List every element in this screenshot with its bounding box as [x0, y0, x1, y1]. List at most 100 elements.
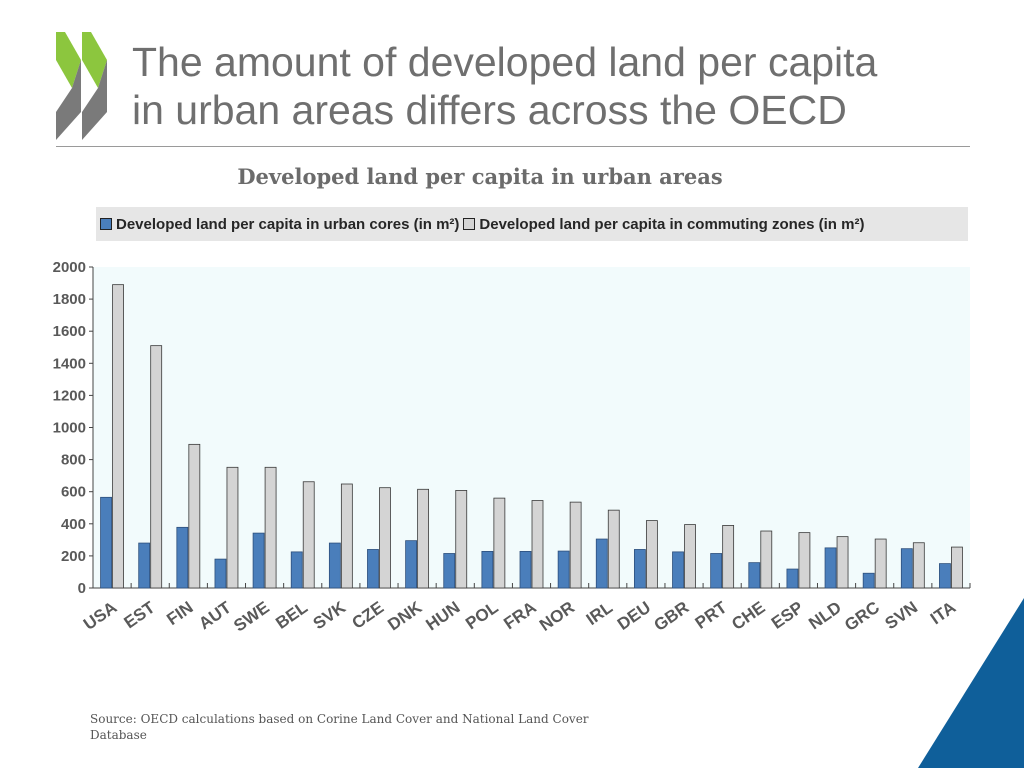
bar-commuting-zones-prt: [722, 525, 735, 589]
x-tick-label-ita: ITA: [927, 598, 959, 629]
bar-commuting-zones-nor: [569, 501, 582, 589]
title-divider: [56, 146, 970, 147]
legend-label-urban-cores: Developed land per capita in urban cores…: [116, 215, 460, 233]
bar-urban-cores-fin: [176, 526, 189, 589]
legend-label-commuting-zones: Developed land per capita in commuting z…: [479, 215, 865, 233]
y-tick-label: 400: [61, 516, 86, 533]
bar-urban-cores-aut: [214, 558, 227, 589]
bar-commuting-zones-fra: [531, 500, 544, 589]
bar-commuting-zones-irl: [607, 509, 620, 589]
bar-commuting-zones-ita: [951, 546, 963, 589]
x-tick-label-bel: BEL: [272, 598, 311, 633]
x-tick-label-grc: GRC: [841, 598, 883, 635]
y-tick-label: 1800: [53, 291, 86, 308]
bar-urban-cores-usa: [100, 496, 112, 589]
legend-item-commuting-zones: Developed land per capita in commuting z…: [463, 216, 864, 233]
bar-commuting-zones-svk: [340, 483, 353, 589]
bar-urban-cores-fra: [519, 551, 532, 589]
bar-commuting-zones-hun: [455, 490, 468, 589]
bar-commuting-zones-usa: [112, 284, 124, 589]
slide-title-line-1: The amount of developed land per capita: [132, 39, 878, 85]
x-tick-label-cze: CZE: [349, 598, 388, 633]
bar-commuting-zones-pol: [493, 497, 506, 589]
y-tick-label: 1000: [53, 420, 86, 437]
y-tick-label: 200: [61, 548, 86, 565]
bar-commuting-zones-nld: [836, 536, 849, 589]
bar-commuting-zones-aut: [226, 466, 239, 589]
bar-urban-cores-esp: [786, 568, 799, 589]
x-tick-label-irl: IRL: [583, 598, 616, 629]
legend-swatch-urban-cores: [100, 218, 112, 230]
x-tick-label-prt: PRT: [692, 597, 731, 632]
x-tick-label-gbr: GBR: [650, 598, 692, 635]
x-tick-label-pol: POL: [462, 598, 502, 634]
logo-green-chevron-right: [82, 32, 107, 88]
bar-commuting-zones-swe: [264, 466, 277, 589]
y-tick-label: 1200: [53, 387, 86, 404]
bar-urban-cores-svk: [328, 542, 341, 589]
bar-urban-cores-hun: [443, 553, 456, 589]
bar-urban-cores-est: [138, 542, 151, 589]
bar-urban-cores-irl: [595, 538, 608, 589]
bar-chart: 0 200 400 600 800 1000 1200 1400 1600 1800 2000 USA…: [53, 259, 971, 636]
bar-commuting-zones-est: [150, 345, 163, 589]
bar-urban-cores-svn: [900, 548, 913, 589]
x-tick-label-aut: AUT: [195, 597, 235, 633]
x-tick-label-svn: SVN: [882, 598, 922, 634]
y-tick-label: 800: [61, 452, 86, 469]
legend-item-urban-cores: Developed land per capita in urban cores…: [100, 216, 459, 233]
x-tick-label-svk: SVK: [310, 597, 350, 633]
x-tick-label-deu: DEU: [614, 598, 654, 634]
bar-urban-cores-bel: [290, 551, 303, 589]
x-tick-label-che: CHE: [728, 598, 768, 634]
x-tick-label-fra: FRA: [500, 598, 540, 634]
source-note: Source: OECD calculations based on Corin…: [90, 712, 589, 742]
y-tick-label: 1600: [53, 323, 86, 340]
y-tick-label: 0: [78, 580, 86, 597]
bar-urban-cores-grc: [862, 572, 875, 589]
bar-urban-cores-swe: [252, 532, 265, 589]
x-tick-label-swe: SWE: [230, 598, 273, 636]
bar-urban-cores-dnk: [405, 540, 418, 589]
slide-title-line-2: in urban areas differs across the OECD: [132, 87, 847, 133]
x-tick-label-fin: FIN: [163, 598, 196, 629]
bar-commuting-zones-che: [760, 530, 773, 589]
bar-commuting-zones-bel: [302, 481, 315, 589]
bar-urban-cores-nor: [557, 550, 570, 589]
logo-gray-chevron-right: [82, 60, 107, 140]
oecd-logo: [56, 32, 107, 140]
bar-urban-cores-nld: [824, 547, 837, 589]
y-tick-label: 2000: [53, 259, 86, 276]
x-tick-label-est: EST: [121, 597, 159, 632]
bar-urban-cores-pol: [481, 551, 494, 589]
bar-commuting-zones-svn: [912, 542, 925, 589]
legend-swatch-commuting-zones: [463, 218, 476, 230]
x-tick-label-nld: NLD: [805, 598, 845, 634]
bar-urban-cores-prt: [710, 553, 723, 589]
x-tick-label-dnk: DNK: [384, 597, 426, 634]
bar-commuting-zones-dnk: [417, 488, 430, 589]
y-tick-label: 1400: [53, 355, 86, 372]
bar-commuting-zones-esp: [798, 532, 811, 589]
bar-urban-cores-cze: [367, 549, 379, 589]
plot-area: [93, 267, 970, 588]
x-tick-label-nor: NOR: [536, 598, 578, 635]
logo-green-chevron-left: [56, 32, 81, 88]
y-tick-label: 600: [61, 484, 86, 501]
x-tick-label-esp: ESP: [768, 598, 807, 633]
bar-urban-cores-gbr: [672, 551, 684, 589]
bar-urban-cores-deu: [633, 549, 646, 589]
bar-commuting-zones-cze: [379, 487, 391, 589]
bar-commuting-zones-gbr: [684, 524, 696, 589]
bar-urban-cores-che: [748, 562, 761, 589]
bar-commuting-zones-fin: [188, 443, 201, 589]
chart-legend: Developed land per capita in urban cores…: [96, 207, 968, 241]
slide-title: The amount of developed land per capita …: [132, 38, 992, 134]
bar-urban-cores-ita: [939, 563, 951, 589]
x-tick-label-usa: USA: [80, 598, 120, 634]
bar-commuting-zones-deu: [645, 520, 658, 589]
x-tick-label-hun: HUN: [422, 598, 463, 635]
chart-title: Developed land per capita in urban areas: [237, 164, 723, 189]
logo-gray-chevron-left: [56, 60, 81, 140]
bar-commuting-zones-grc: [874, 538, 887, 589]
